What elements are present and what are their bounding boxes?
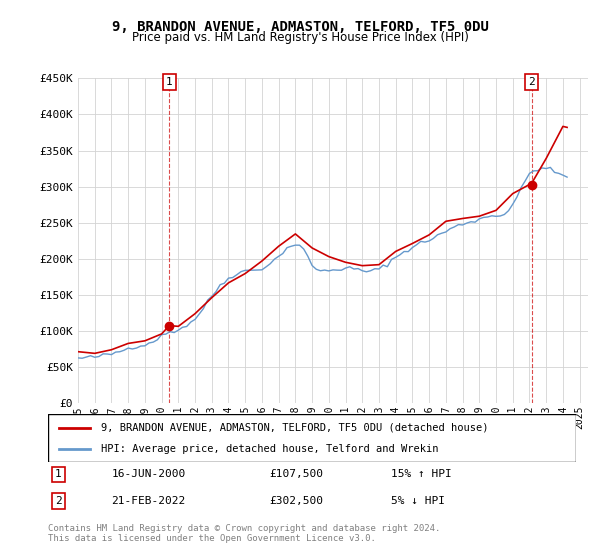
Text: £107,500: £107,500 [270, 469, 324, 479]
Text: Contains HM Land Registry data © Crown copyright and database right 2024.
This d: Contains HM Land Registry data © Crown c… [48, 524, 440, 543]
Text: £302,500: £302,500 [270, 496, 324, 506]
Text: 2: 2 [528, 77, 535, 87]
Text: 5% ↓ HPI: 5% ↓ HPI [391, 496, 445, 506]
Text: HPI: Average price, detached house, Telford and Wrekin: HPI: Average price, detached house, Telf… [101, 444, 438, 454]
Text: 15% ↑ HPI: 15% ↑ HPI [391, 469, 452, 479]
Text: 2: 2 [55, 496, 62, 506]
Text: 1: 1 [55, 469, 62, 479]
Text: 9, BRANDON AVENUE, ADMASTON, TELFORD, TF5 0DU: 9, BRANDON AVENUE, ADMASTON, TELFORD, TF… [112, 20, 488, 34]
Text: 21-FEB-2022: 21-FEB-2022 [112, 496, 185, 506]
Text: 16-JUN-2000: 16-JUN-2000 [112, 469, 185, 479]
FancyBboxPatch shape [48, 414, 576, 462]
Text: 1: 1 [166, 77, 173, 87]
Text: Price paid vs. HM Land Registry's House Price Index (HPI): Price paid vs. HM Land Registry's House … [131, 31, 469, 44]
Text: 9, BRANDON AVENUE, ADMASTON, TELFORD, TF5 0DU (detached house): 9, BRANDON AVENUE, ADMASTON, TELFORD, TF… [101, 423, 488, 433]
